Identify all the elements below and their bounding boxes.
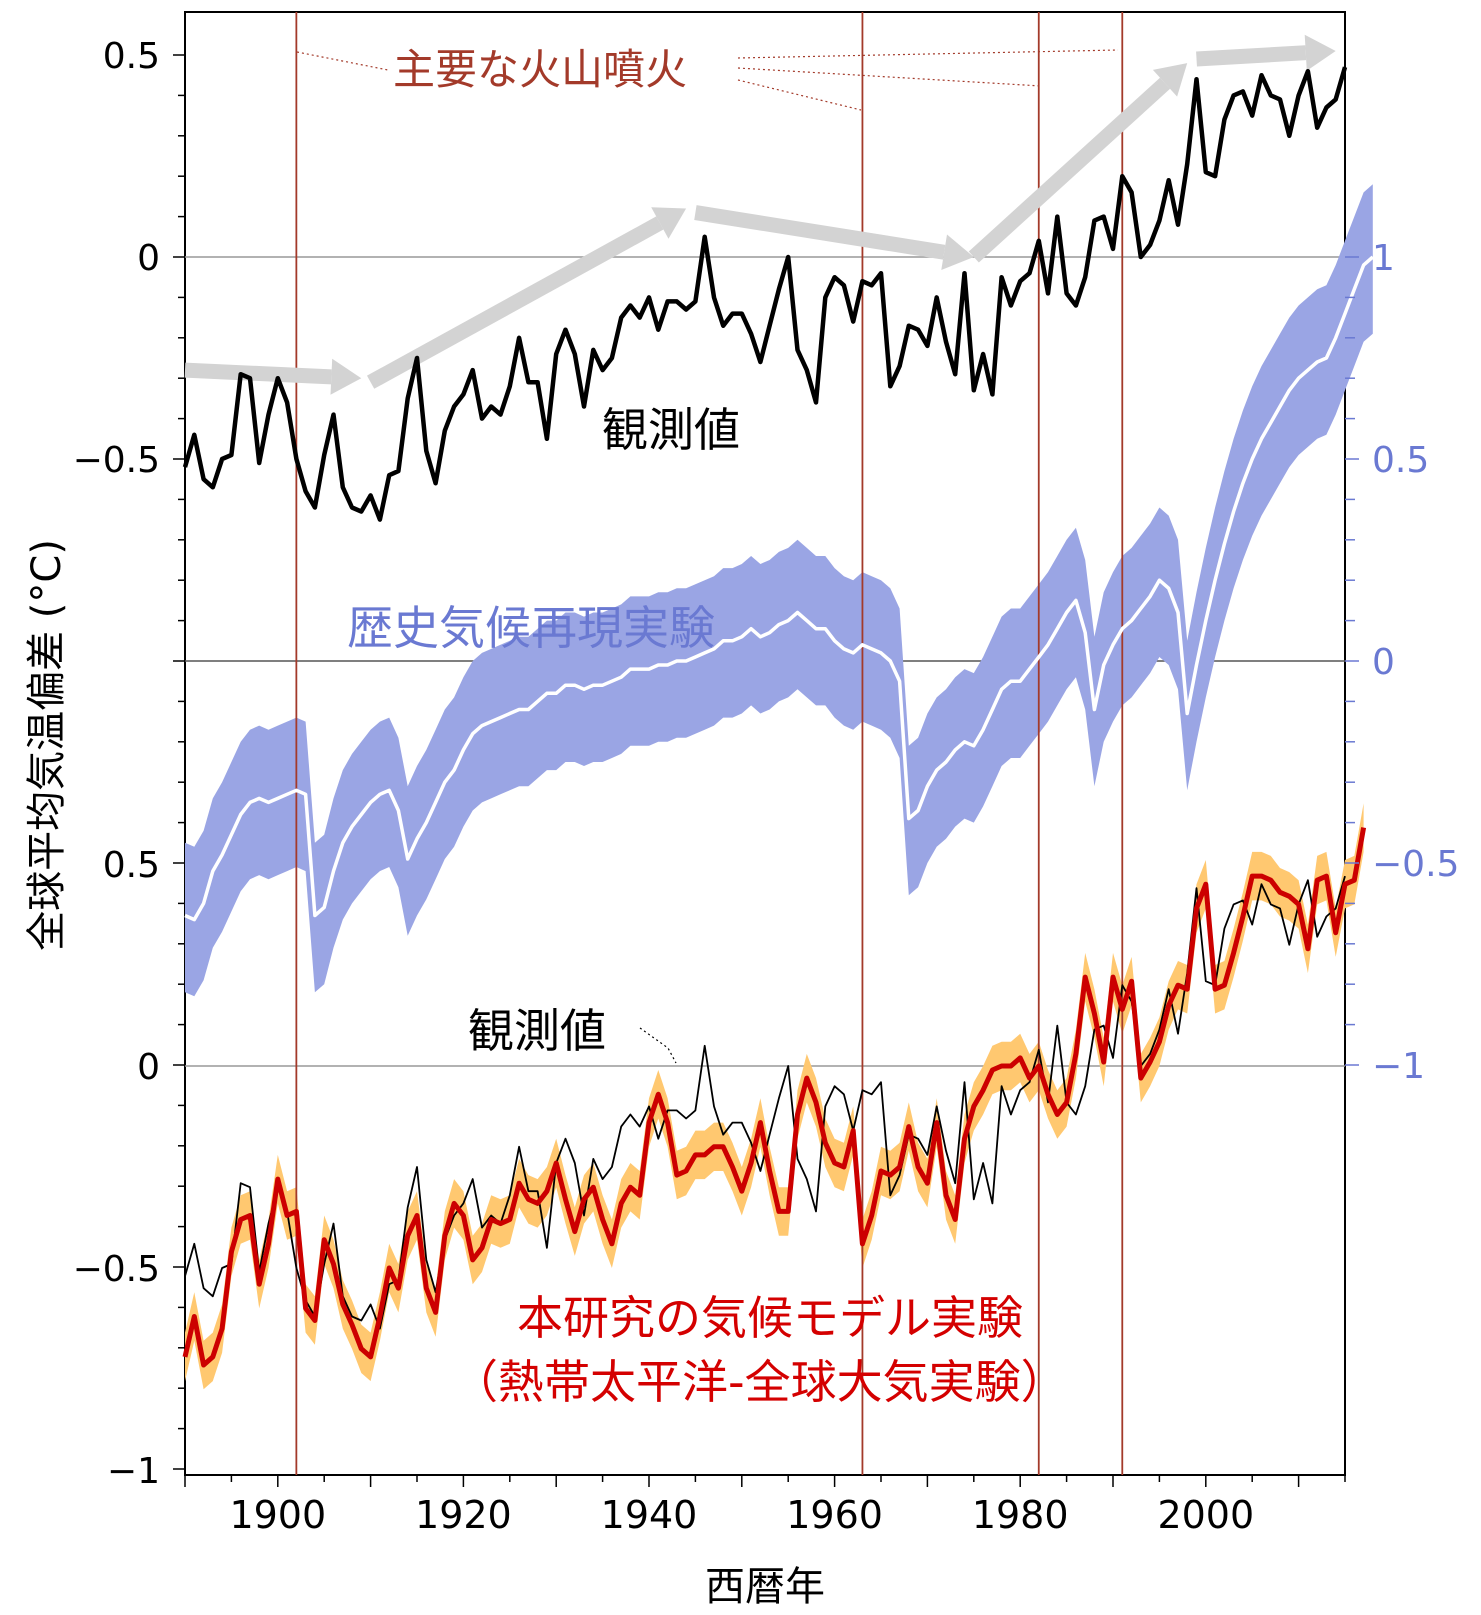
y-left-tick-label: −1 — [107, 1451, 160, 1492]
x-tick-label: 1960 — [786, 1493, 883, 1537]
plot-frame — [184, 11, 1346, 1476]
trend-arrow-head — [330, 358, 362, 395]
trend-arrow-shaft — [694, 205, 946, 260]
trend-arrow-shaft — [1196, 45, 1307, 67]
trend-arrow-head — [1304, 34, 1336, 71]
x-tick-label: 2000 — [1157, 1493, 1254, 1537]
observed-label-bottom: 観測値 — [468, 1004, 606, 1058]
volcano-leader-line — [737, 49, 1119, 59]
y-left-tick-label: −0.5 — [73, 1249, 160, 1290]
model-label-line1: 本研究の気候モデル実験 — [517, 1291, 1023, 1345]
y-left-tick-label: 0.5 — [103, 845, 160, 886]
y-left-tick-label: −0.5 — [73, 440, 160, 481]
y-right-tick-label: 0 — [1372, 642, 1395, 683]
observed-line-bottom — [184, 875, 1346, 1330]
historical-spread-band — [185, 184, 1373, 997]
trend-arrows-layer — [184, 34, 1336, 395]
trend-arrow-head — [651, 207, 687, 239]
observed-leader-line — [639, 1027, 677, 1064]
trend-arrow-head — [941, 234, 974, 270]
volcano-label: 主要な火山噴火 — [393, 45, 687, 94]
trend-arrow-shaft — [366, 216, 664, 389]
model-mean-line — [182, 827, 1367, 1368]
historical-mean-line — [184, 255, 1374, 922]
model-label-line2: （熱帯太平洋-全球大気実験） — [452, 1355, 1067, 1409]
volcano-leader-line — [737, 67, 1042, 87]
y-left-tick-label: 0.5 — [103, 36, 160, 77]
y-left-tick-label: 0 — [137, 1047, 160, 1088]
trend-arrow-shaft — [968, 77, 1171, 263]
x-axis-title: 西暦年 — [705, 1564, 825, 1610]
historical-label: 歴史気候再現実験 — [347, 601, 715, 655]
observed-line-top — [182, 66, 1348, 522]
x-tick-label: 1940 — [601, 1493, 698, 1537]
y-right-tick-label: 1 — [1372, 238, 1395, 279]
y-right-tick-label: −1 — [1372, 1046, 1425, 1087]
y-left-tick-label: 0 — [137, 238, 160, 279]
y-axis-title: 全球平均気温偏差 (°C) — [24, 539, 70, 951]
volcano-leader-line — [296, 51, 389, 71]
model-spread-band — [185, 803, 1364, 1390]
x-tick-label: 1900 — [229, 1493, 326, 1537]
volcano-leader-line — [737, 79, 862, 111]
trend-arrow-head — [1152, 63, 1188, 97]
lines-layer — [182, 66, 1374, 1368]
y-right-tick-label: 0.5 — [1372, 440, 1429, 481]
y-right-tick-label: −0.5 — [1372, 844, 1459, 885]
x-tick-label: 1980 — [972, 1493, 1069, 1537]
axes-layer: 1900 1920 1940 1960 1980 2000 0.5 0 −0.5 0.5 0 −0.5… — [73, 36, 1460, 1537]
x-tick-label: 1920 — [415, 1493, 512, 1537]
observed-label-top: 観測値 — [602, 403, 740, 457]
trend-arrow-shaft — [184, 362, 332, 385]
bands-layer — [185, 184, 1373, 1390]
